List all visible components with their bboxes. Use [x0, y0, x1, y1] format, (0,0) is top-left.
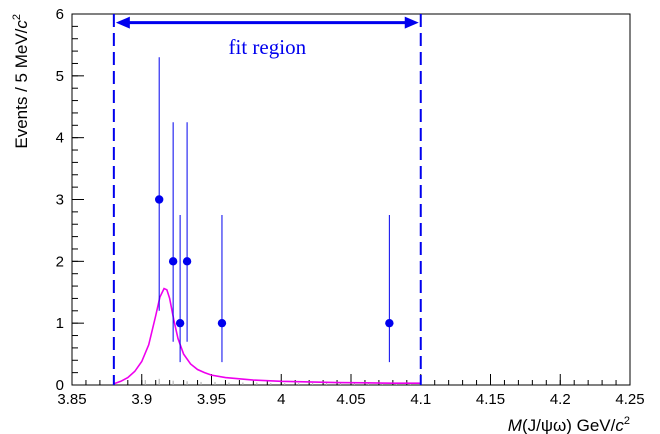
data-point [217, 318, 227, 328]
x-axis-title: M(J/ψω) GeV/c2 [508, 415, 630, 434]
data-point [175, 318, 185, 328]
x-tick-label: 4.05 [336, 391, 365, 408]
y-tick-label: 0 [56, 377, 64, 394]
x-tick-label: 4 [277, 391, 285, 408]
fit-region-arrow-right-head [404, 16, 419, 29]
y-tick-label: 3 [56, 192, 64, 209]
data-points-layer [154, 57, 394, 363]
data-point [168, 257, 178, 266]
x-tick-label: 4.2 [550, 391, 571, 408]
x-tick-label: 4.1 [410, 391, 431, 408]
background-layer [144, 378, 411, 385]
y-tick-label: 6 [56, 6, 64, 23]
x-axis-title-exponent: 2 [624, 415, 630, 427]
y-tick-label: 4 [56, 130, 64, 147]
y-axis-title-main: Events / 5 MeV/ [12, 28, 31, 148]
x-axis-title-unit: c [615, 416, 624, 434]
data-point [154, 195, 164, 204]
x-tick-label: 3.95 [197, 391, 226, 408]
x-tick-label: 3.9 [131, 391, 152, 408]
x-tick-label: 4.25 [615, 391, 644, 408]
y-tick-label: 1 [56, 315, 64, 332]
y-axis-title: Events / 5 MeV/c2 [11, 14, 31, 149]
x-axis-title-var: M [508, 416, 523, 434]
fit-curve-layer [113, 287, 421, 385]
x-tick-label: 4.15 [476, 391, 505, 408]
fit-region-arrow-left-head [115, 16, 130, 29]
data-point [182, 257, 192, 266]
y-tick-label: 2 [56, 253, 64, 270]
fit-curve-line [113, 287, 421, 385]
fit-region-annotation: fit region [112, 14, 422, 385]
data-point [385, 318, 394, 328]
y-axis-title-unit: c [12, 20, 31, 29]
y-tick-label: 5 [56, 68, 64, 85]
x-tick-label: 3.85 [57, 391, 86, 408]
y-axis-ticks: 0 1 2 3 4 5 6 [56, 6, 84, 394]
x-axis-ticks: 3.85 3.9 3.95 4 4.05 4.1 4.15 4.2 4.25 [57, 374, 645, 408]
fit-region-label: fit region [229, 35, 307, 59]
x-axis-title-main: (J/ψω) GeV/ [522, 416, 616, 434]
y-axis-title-exponent: 2 [11, 14, 23, 20]
